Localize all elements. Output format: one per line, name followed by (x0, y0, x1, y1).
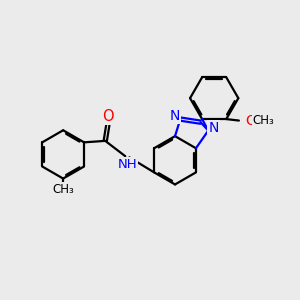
Text: O: O (245, 114, 256, 128)
Text: CH₃: CH₃ (52, 183, 74, 196)
Text: O: O (102, 109, 114, 124)
Text: CH₃: CH₃ (253, 114, 274, 127)
Text: N: N (208, 121, 219, 135)
Text: NH: NH (118, 158, 137, 171)
Text: N: N (169, 109, 180, 123)
